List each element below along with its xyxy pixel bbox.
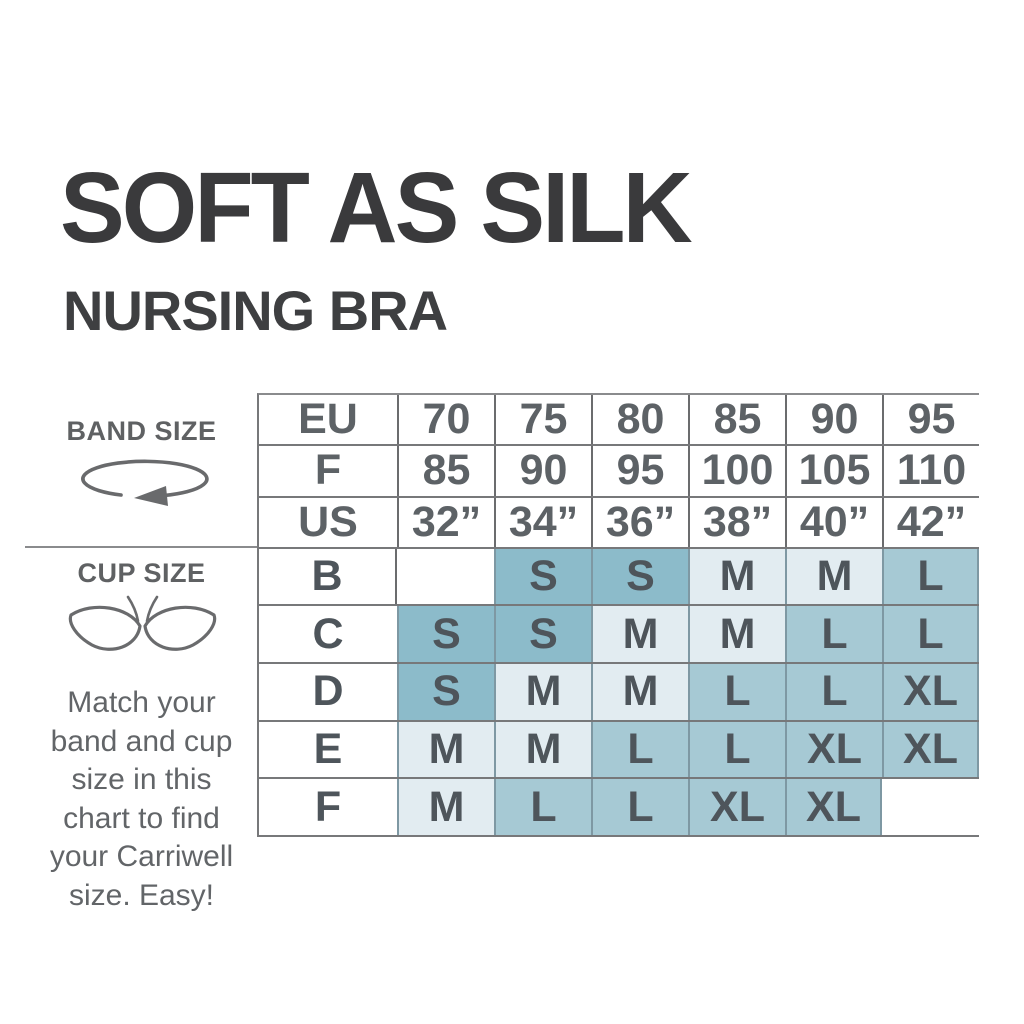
size-cell-D-4: L	[688, 664, 785, 720]
cup-row-header-B: B	[259, 548, 397, 605]
size-cell-C-2: S	[494, 606, 591, 663]
size-cell-B-1	[397, 548, 494, 605]
size-cell-C-1: S	[397, 606, 494, 663]
band-cell-US-4: 38”	[688, 497, 785, 547]
size-cell-F-1: M	[397, 779, 494, 835]
band-cell-US-1: 32”	[397, 497, 494, 547]
size-cell-C-4: M	[688, 606, 785, 663]
band-cell-US-6: 42”	[882, 497, 979, 547]
band-cell-F-6: 110	[882, 446, 979, 496]
instruction-line: size. Easy!	[68, 878, 215, 912]
size-cell-E-5: XL	[785, 721, 882, 778]
band-cell-F-2: 90	[494, 446, 591, 496]
instruction-line: band and cup	[50, 724, 233, 758]
band-cell-F-4: 100	[688, 446, 785, 496]
band-row-EU: EU 70 75 80 85 90 95	[259, 395, 979, 447]
size-cell-B-4: M	[688, 548, 785, 605]
size-cell-E-6: XL	[882, 721, 979, 778]
size-cell-E-1: M	[397, 721, 494, 778]
band-cell-F-3: 95	[591, 446, 688, 496]
size-table: EU 70 75 80 85 90 95 F 85 90 95 100 105 110 US 32” 34” 36…	[257, 393, 979, 837]
instruction-text: Match your band and cup size in this chart …	[25, 684, 258, 915]
measuring-tape-loop-icon	[81, 459, 209, 506]
size-cell-D-2: M	[494, 664, 591, 720]
size-cell-C-6: L	[882, 606, 979, 663]
size-cell-E-2: M	[494, 721, 591, 778]
instruction-line: size in this	[71, 763, 212, 796]
band-cell-F-5: 105	[785, 446, 882, 496]
page-title: SOFT AS SILK	[60, 152, 693, 264]
cup-row-header-C: C	[312, 609, 344, 658]
band-row-header-US: US	[298, 497, 358, 546]
size-cell-C-5: L	[785, 606, 882, 663]
band-cell-F-1: 85	[397, 446, 494, 496]
page-subtitle: NURSING BRA	[63, 279, 448, 342]
cup-row-D: D S M M L L XL	[259, 664, 979, 722]
size-cell-F-5: XL	[785, 779, 882, 835]
cup-row-F: F M L L XL XL	[259, 779, 979, 837]
band-cell-EU-2: 75	[494, 395, 591, 445]
size-cell-B-3: S	[591, 548, 688, 605]
band-row-US: US 32” 34” 36” 38” 40” 42”	[259, 497, 979, 549]
band-cell-US-2: 34”	[494, 497, 591, 547]
size-cell-B-6: L	[882, 548, 979, 605]
band-row-F: F 85 90 95 100 105 110	[259, 446, 979, 498]
band-cell-EU-3: 80	[591, 395, 688, 445]
cup-row-header-E: E	[313, 724, 343, 773]
band-cell-EU-4: 85	[688, 395, 785, 445]
band-cell-US-3: 36”	[591, 497, 688, 547]
cup-row-header-F: F	[314, 782, 342, 831]
size-cell-D-6: XL	[882, 664, 979, 720]
size-cell-D-1: S	[397, 664, 494, 720]
size-cell-C-3: M	[591, 606, 688, 663]
band-size-label: BAND SIZE	[66, 416, 217, 446]
size-cell-E-3: L	[591, 721, 688, 778]
size-cell-B-5: M	[785, 548, 882, 605]
band-row-header-F: F	[314, 446, 342, 495]
size-cell-B-2: S	[494, 548, 591, 605]
size-cell-F-2: L	[494, 779, 591, 835]
bra-cups-icon	[68, 595, 217, 651]
cup-row-header-D: D	[312, 667, 344, 716]
band-cell-EU-6: 95	[882, 395, 979, 445]
section-divider	[25, 546, 258, 548]
cup-size-label: CUP SIZE	[77, 558, 206, 588]
instruction-line: your Carriwell	[49, 840, 234, 873]
band-cell-EU-5: 90	[785, 395, 882, 445]
band-row-header-EU: EU	[298, 395, 358, 444]
size-cell-F-4: XL	[688, 779, 785, 835]
size-cell-F-3: L	[591, 779, 688, 835]
band-cell-EU-1: 70	[397, 395, 494, 445]
cup-row-E: E M M L L XL XL	[259, 721, 979, 780]
instruction-line: chart to find	[63, 801, 220, 835]
size-cell-F-6	[882, 779, 979, 835]
size-cell-D-3: M	[591, 664, 688, 720]
size-cell-E-4: L	[688, 721, 785, 778]
size-cell-D-5: L	[785, 664, 882, 720]
instruction-line: Match your	[67, 686, 216, 719]
band-cell-US-5: 40”	[785, 497, 882, 547]
